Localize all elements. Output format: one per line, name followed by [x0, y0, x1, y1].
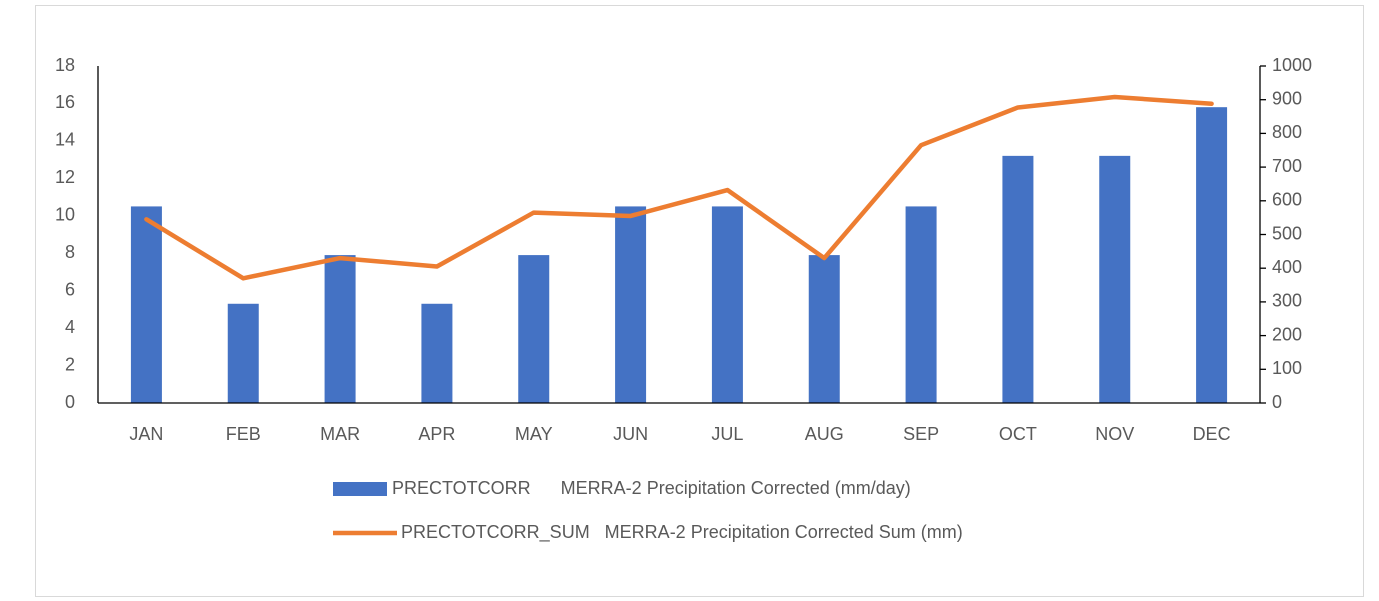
y2-tick-label: 800 [1272, 122, 1302, 142]
bar [1002, 155, 1034, 403]
x-tick-label: JUN [613, 424, 648, 444]
x-tick-label: JUL [711, 424, 743, 444]
bar [324, 255, 356, 403]
y-tick-label: 12 [55, 167, 75, 187]
y2-tick-label: 0 [1272, 392, 1282, 412]
bar [421, 303, 453, 403]
line [144, 94, 1214, 281]
y-tick-label: 10 [55, 205, 75, 225]
y-tick-label: 2 [65, 354, 75, 374]
bar [1099, 155, 1131, 403]
y2-tick-label: 300 [1272, 291, 1302, 311]
bar [711, 206, 743, 403]
y2-tick-label: 600 [1272, 190, 1302, 210]
x-tick-label: OCT [999, 424, 1037, 444]
y-tick-label: 16 [55, 92, 75, 112]
bar [1196, 107, 1228, 403]
bar [808, 255, 840, 403]
x-tick-label: DEC [1193, 424, 1231, 444]
legend-swatch [333, 482, 387, 496]
y2-tick-label: 500 [1272, 223, 1302, 243]
x-tick-label: JAN [129, 424, 163, 444]
legend-label: PRECTOTCORR_SUM MERRA-2 Precipitation Co… [401, 522, 963, 543]
bar [615, 206, 647, 403]
y2-tick-label: 200 [1272, 324, 1302, 344]
bar [518, 255, 550, 403]
y-tick-label: 0 [65, 392, 75, 412]
y-tick-label: 14 [55, 130, 75, 150]
y2-tick-label: 1000 [1272, 55, 1312, 75]
bar [905, 206, 937, 403]
x-tick-label: APR [418, 424, 455, 444]
legend-label: PRECTOTCORR MERRA-2 Precipitation Correc… [392, 478, 911, 498]
bar [227, 303, 259, 403]
y-tick-label: 4 [65, 317, 75, 337]
x-tick-label: MAR [320, 424, 360, 444]
x-tick-label: MAY [515, 424, 553, 444]
y2-tick-label: 700 [1272, 156, 1302, 176]
y2-tick-label: 400 [1272, 257, 1302, 277]
y2-tick-label: 900 [1272, 88, 1302, 108]
y-tick-label: 8 [65, 242, 75, 262]
y-tick-label: 18 [55, 55, 75, 75]
x-tick-label: SEP [903, 424, 939, 444]
y-tick-label: 6 [65, 279, 75, 299]
chart-frame [35, 5, 1364, 597]
x-tick-label: NOV [1095, 424, 1134, 444]
y2-tick-label: 100 [1272, 358, 1302, 378]
x-tick-label: AUG [805, 424, 844, 444]
bar [130, 206, 162, 403]
x-tick-label: FEB [226, 424, 261, 444]
